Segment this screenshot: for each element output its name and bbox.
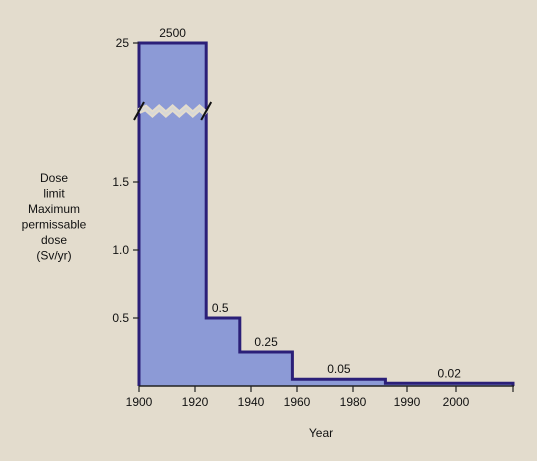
y-axis-label-line-6: (Sv/yr) [36, 249, 71, 263]
data-label-2: 0.5 [212, 301, 229, 315]
y-tick-label-2: 1.5 [112, 175, 129, 189]
y-axis-label-line-4: permissable [22, 218, 87, 232]
axis-break-wave [138, 106, 207, 116]
step-bar-3 [240, 352, 293, 386]
data-label-1: 2500 [159, 26, 186, 40]
x-tick-label-1940: 1940 [238, 395, 265, 409]
y-axis-label-line-2: limit [43, 187, 65, 201]
data-label-5: 0.02 [438, 366, 462, 380]
step-outline [137, 41, 515, 386]
data-label-3: 0.25 [254, 335, 278, 349]
step-area-layer [133, 41, 515, 386]
data-label-4: 0.05 [327, 362, 351, 376]
step-bar-2 [206, 318, 240, 386]
step-bar-4 [292, 379, 385, 386]
x-tick-label-1900: 1900 [126, 395, 153, 409]
data-labels: 2500 0.5 0.25 0.05 0.02 [159, 26, 461, 380]
axes: 1900 1920 1940 1960 1980 1990 2000 0.5 1.0 1.5 25 [112, 36, 514, 409]
y-axis-label-line-5: dose [41, 233, 67, 247]
y-axis-label-line-1: Dose [40, 171, 68, 185]
x-axis-label: Year [309, 426, 333, 440]
x-tick-label-2000: 2000 [443, 395, 470, 409]
step-bar-1 [139, 43, 206, 386]
x-tick-label-1960: 1960 [284, 395, 311, 409]
step-area-fill [139, 43, 513, 386]
y-tick-label-0: 0.5 [112, 311, 129, 325]
x-tick-label-1920: 1920 [182, 395, 209, 409]
x-tick-label-1980: 1980 [340, 395, 367, 409]
y-tick-label-3: 25 [116, 36, 130, 50]
y-tick-label-1: 1.0 [112, 243, 129, 257]
y-axis-label-line-3: Maximum [28, 202, 80, 216]
axis-break-slash-left [133, 101, 145, 121]
axis-break-slash-right [200, 101, 213, 121]
x-tick-label-1990: 1990 [394, 395, 421, 409]
